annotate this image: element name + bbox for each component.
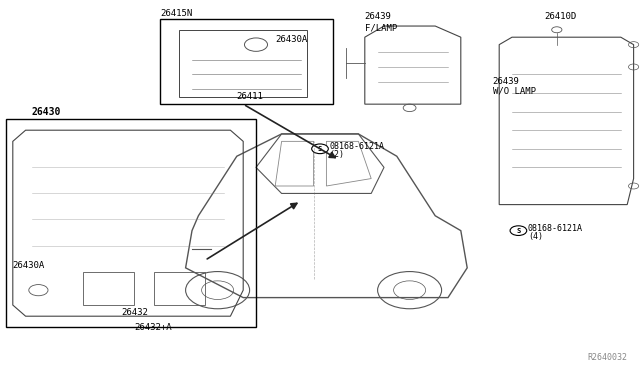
Circle shape [312, 144, 328, 154]
Bar [6, 119, 256, 327]
Text: 26439: 26439 [493, 77, 520, 86]
Text: 26439: 26439 [365, 12, 392, 21]
Text: S: S [516, 228, 520, 234]
Text: 26430A: 26430A [275, 35, 307, 44]
Text: (4): (4) [528, 232, 543, 241]
Text: 26415N: 26415N [160, 9, 192, 17]
Bar [154, 272, 205, 305]
Text: 08168-6121A: 08168-6121A [528, 224, 583, 233]
Bar [83, 272, 134, 305]
Text: W/O LAMP: W/O LAMP [493, 87, 536, 96]
Text: (2): (2) [330, 150, 344, 159]
Text: 26432: 26432 [122, 308, 148, 317]
Bar [160, 19, 333, 104]
Text: 08168-6121A: 08168-6121A [330, 142, 385, 151]
Circle shape [510, 226, 527, 235]
Text: 26410D: 26410D [544, 12, 576, 21]
Text: 26430: 26430 [32, 107, 61, 116]
Text: F/LAMP: F/LAMP [365, 23, 397, 32]
Circle shape [552, 27, 562, 33]
Text: 26430A: 26430A [13, 262, 45, 270]
Text: 26411: 26411 [237, 92, 264, 101]
Text: R2640032: R2640032 [588, 353, 627, 362]
Text: S: S [318, 146, 322, 152]
Text: 26432+A: 26432+A [134, 323, 172, 332]
